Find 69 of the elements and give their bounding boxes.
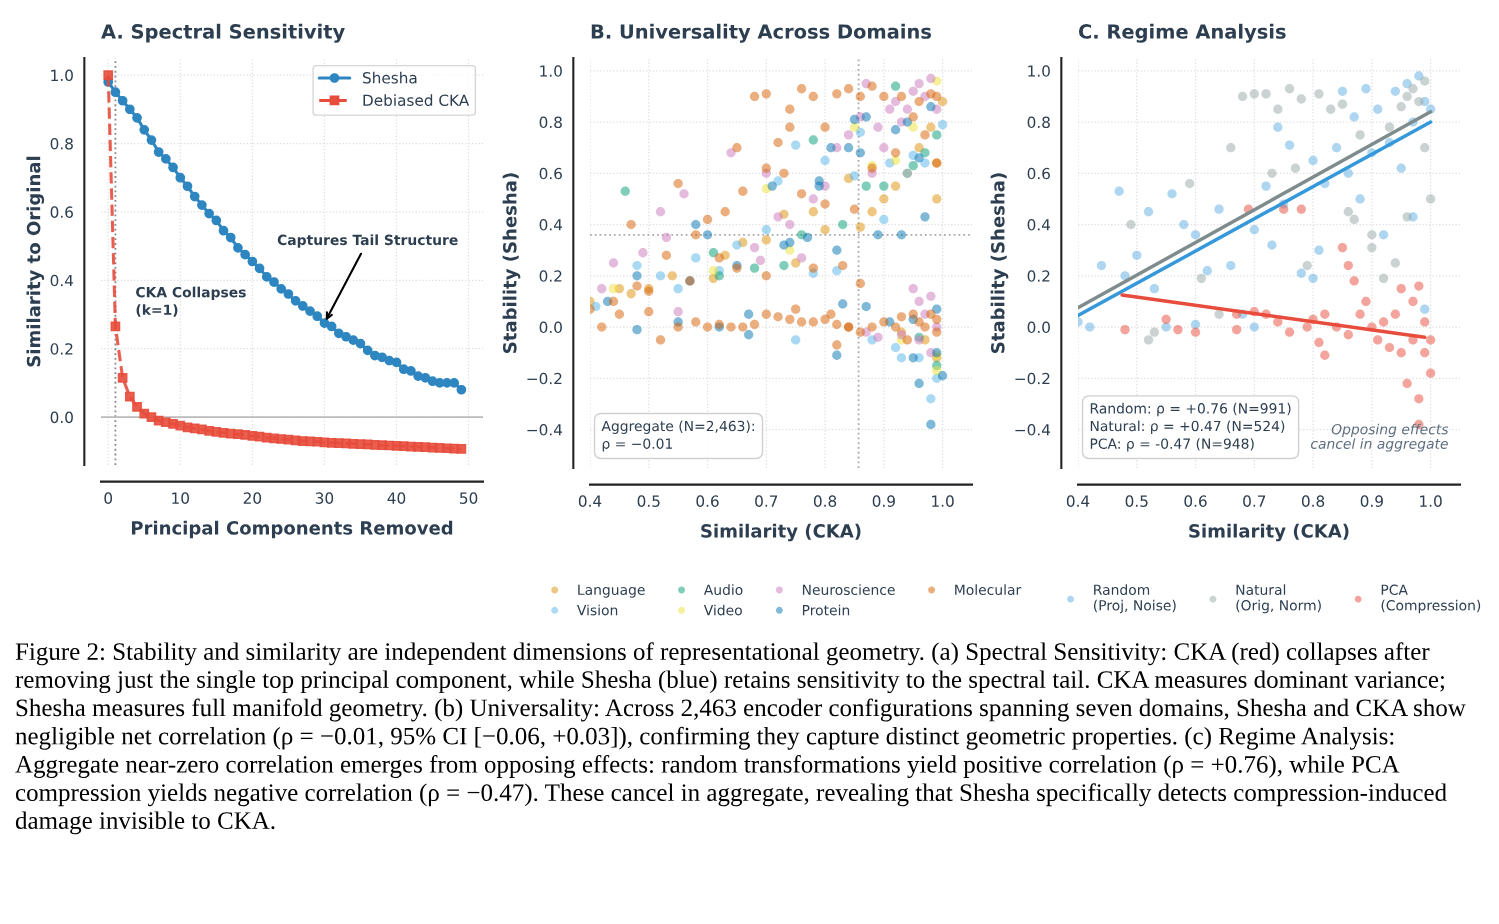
y-tick-label: −0.4 xyxy=(1015,424,1051,436)
caption: Figure 2: Stability and similarity are independent dimensions of representational geometry. (a) Spectral Sensitivity: CKA (red) collapses after removing just the single top principal component, while Shesha (blue) retains sensitivity to the spectral tail. CKA measures dominant variance; Shesha measures full manifold geometry. (b) Universality: Across 2,463 encoder configurations spanning seven domains, Shesha and CKA show negligible net correlation (ρ = −0.01, 95% CI [−0.06, +0.03]), confirming they capture distinct geometric properties. (c) Regime Analysis: Aggregate near-zero correlation emerges from opposing effects: random transformations yield positive correlation (ρ = +0.76), while PCA compression yields negative correlation (ρ = −0.47). These cancel in aggregate, revealing that Shesha specifically detects compression-induced damage invisible to CKA. xyxy=(15,642,1466,835)
legend-label: Molecular xyxy=(955,584,1022,596)
x-tick-label: 0.5 xyxy=(637,495,660,507)
y-axis-title: Stability (Shesha) xyxy=(502,173,521,353)
y-tick-label: 0.0 xyxy=(539,321,562,334)
legend-label: Language xyxy=(578,584,645,598)
y-tick-label: 0.8 xyxy=(50,137,73,150)
legend-label: Natural (Orig, Norm) xyxy=(1236,584,1321,614)
x-tick-label: 0.5 xyxy=(1125,495,1148,507)
y-tick-label: 0.4 xyxy=(539,219,563,231)
legend-label: Neuroscience xyxy=(802,584,895,596)
x-tick-label: 10 xyxy=(172,492,189,504)
x-tick-label: 0.9 xyxy=(1360,495,1383,507)
legend-label: Protein xyxy=(802,604,850,616)
annotation: Opposing effects cancel in aggregate xyxy=(1310,423,1449,452)
y-tick-label: 0.2 xyxy=(50,343,73,355)
x-tick-label: 0.8 xyxy=(813,495,837,507)
y-tick-label: 0.6 xyxy=(50,206,73,218)
x-tick-label: 1.0 xyxy=(1420,495,1442,507)
x-axis-title: Similarity (CKA) xyxy=(1189,523,1349,542)
legend-label: Random (Proj, Noise) xyxy=(1093,584,1176,614)
legend-label: Vision xyxy=(577,604,618,616)
y-tick-label: 0.8 xyxy=(539,116,562,129)
y-tick-label: 0.6 xyxy=(539,167,562,180)
y-tick-label: 0.2 xyxy=(539,270,562,282)
y-tick-label: 0.4 xyxy=(50,274,74,287)
x-tick-label: 0.6 xyxy=(696,495,719,507)
y-tick-label: 0.8 xyxy=(1027,116,1050,129)
y-tick-label: 1.0 xyxy=(51,69,73,82)
y-tick-label: 1.0 xyxy=(1028,65,1050,77)
x-tick-label: 0.8 xyxy=(1301,495,1325,507)
legend-label: Audio xyxy=(703,584,743,596)
legend-label: Shesha xyxy=(363,71,417,84)
y-tick-label: −0.2 xyxy=(527,372,562,385)
x-tick-label: 50 xyxy=(460,492,478,504)
y-tick-label: 0.0 xyxy=(50,411,73,424)
chart-title: B. Universality Across Domains xyxy=(591,23,931,43)
y-tick-label: 0.2 xyxy=(1027,270,1050,282)
y-tick-label: 0.6 xyxy=(1027,167,1050,180)
annotation: Random: ρ = +0.76 (N=991) Natural: ρ = +0.47 (N=524) PCA: ρ = -0.47 (N=948) xyxy=(1090,402,1291,452)
x-tick-label: 30 xyxy=(315,492,334,504)
x-tick-label: 0.4 xyxy=(578,495,602,507)
chart-title: A. Spectral Sensitivity xyxy=(101,23,345,43)
annotation: Aggregate (N=2,463): ρ = −0.01 xyxy=(601,420,754,452)
x-tick-label: 0.7 xyxy=(755,495,778,507)
x-axis-title: Similarity (CKA) xyxy=(701,523,861,542)
annotation: Captures Tail Structure xyxy=(277,234,458,248)
annotation: CKA Collapses (k=1) xyxy=(136,286,246,317)
x-tick-label: 0.9 xyxy=(872,495,895,507)
y-tick-label: 0.0 xyxy=(1027,321,1050,334)
y-tick-label: 0.4 xyxy=(1027,219,1051,231)
x-tick-label: 0.4 xyxy=(1066,495,1090,507)
x-axis-title: Principal Components Removed xyxy=(131,520,453,539)
x-tick-label: 0.7 xyxy=(1243,495,1266,507)
x-tick-label: 40 xyxy=(387,492,406,504)
x-tick-label: 0 xyxy=(104,492,113,504)
y-tick-label: −0.2 xyxy=(1015,372,1050,385)
x-tick-label: 0.6 xyxy=(1184,495,1207,507)
x-tick-label: 1.0 xyxy=(932,495,954,507)
x-tick-label: 20 xyxy=(243,492,262,504)
legend-label: Debiased CKA xyxy=(363,94,470,106)
y-tick-label: 1.0 xyxy=(540,65,562,77)
legend-label: PCA (Compression) xyxy=(1381,584,1481,614)
y-tick-label: −0.4 xyxy=(527,424,563,436)
y-axis-title: Similarity to Original xyxy=(26,156,45,367)
y-axis-title: Stability (Shesha) xyxy=(990,173,1009,353)
legend-label: Video xyxy=(703,604,742,616)
chart-title: C. Regime Analysis xyxy=(1078,23,1286,43)
